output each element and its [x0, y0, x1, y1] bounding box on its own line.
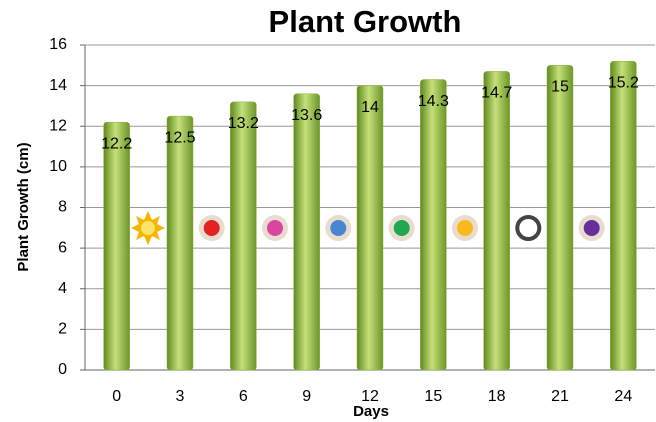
y-tick-label: 4: [58, 280, 67, 297]
bar: [293, 93, 320, 371]
decorations: [131, 211, 605, 245]
bar: [356, 85, 384, 371]
y-axis-title: Plant Growth (cm): [15, 142, 32, 271]
bar: [230, 101, 257, 371]
chart-title: Plant Growth: [269, 4, 462, 39]
data-label: 14.7: [481, 85, 512, 102]
dot-icon: [198, 215, 225, 241]
x-tick-label: 6: [239, 388, 248, 405]
data-label: 15: [551, 79, 569, 96]
data-label: 12.2: [101, 135, 132, 152]
sun-icon: [131, 211, 165, 245]
x-tick-label: 0: [112, 388, 121, 405]
bar: [483, 71, 510, 371]
dot-icon: [325, 215, 352, 241]
x-tick-label: 3: [176, 388, 185, 405]
data-label: 13.6: [291, 107, 322, 124]
y-tick-label: 2: [58, 321, 67, 338]
x-axis-title: Days: [353, 403, 389, 420]
y-tick-label: 6: [58, 239, 67, 256]
y-tick-label: 16: [49, 36, 67, 53]
y-tick-label: 12: [49, 117, 67, 134]
dot-icon: [452, 215, 478, 241]
data-label: 14.3: [418, 93, 449, 110]
bar: [420, 79, 447, 371]
x-tick-label: 24: [614, 388, 632, 405]
y-tick-label: 14: [49, 77, 67, 94]
ring-icon: [515, 215, 542, 241]
bar: [166, 115, 194, 371]
data-label: 15.2: [608, 74, 639, 91]
x-tick-label: 18: [488, 388, 506, 405]
x-tick-label: 21: [551, 388, 569, 405]
dot-icon: [578, 215, 605, 241]
x-tick-label: 15: [424, 388, 442, 405]
bar: [610, 61, 637, 371]
x-tick-label: 9: [302, 388, 311, 405]
y-tick-label: 8: [58, 199, 67, 216]
data-label: 14: [361, 99, 379, 116]
plot: 0246810121416012.2312.5613.2913.61214151…: [49, 36, 655, 405]
data-label: 12.5: [164, 129, 195, 146]
dot-icon: [388, 215, 415, 241]
data-label: 13.2: [228, 115, 259, 132]
y-tick-label: 10: [49, 158, 67, 175]
dot-icon: [262, 215, 288, 241]
x-tick-label: 12: [361, 388, 379, 405]
y-tick-label: 0: [58, 361, 67, 378]
bar: [546, 65, 574, 371]
bar: [103, 121, 130, 371]
